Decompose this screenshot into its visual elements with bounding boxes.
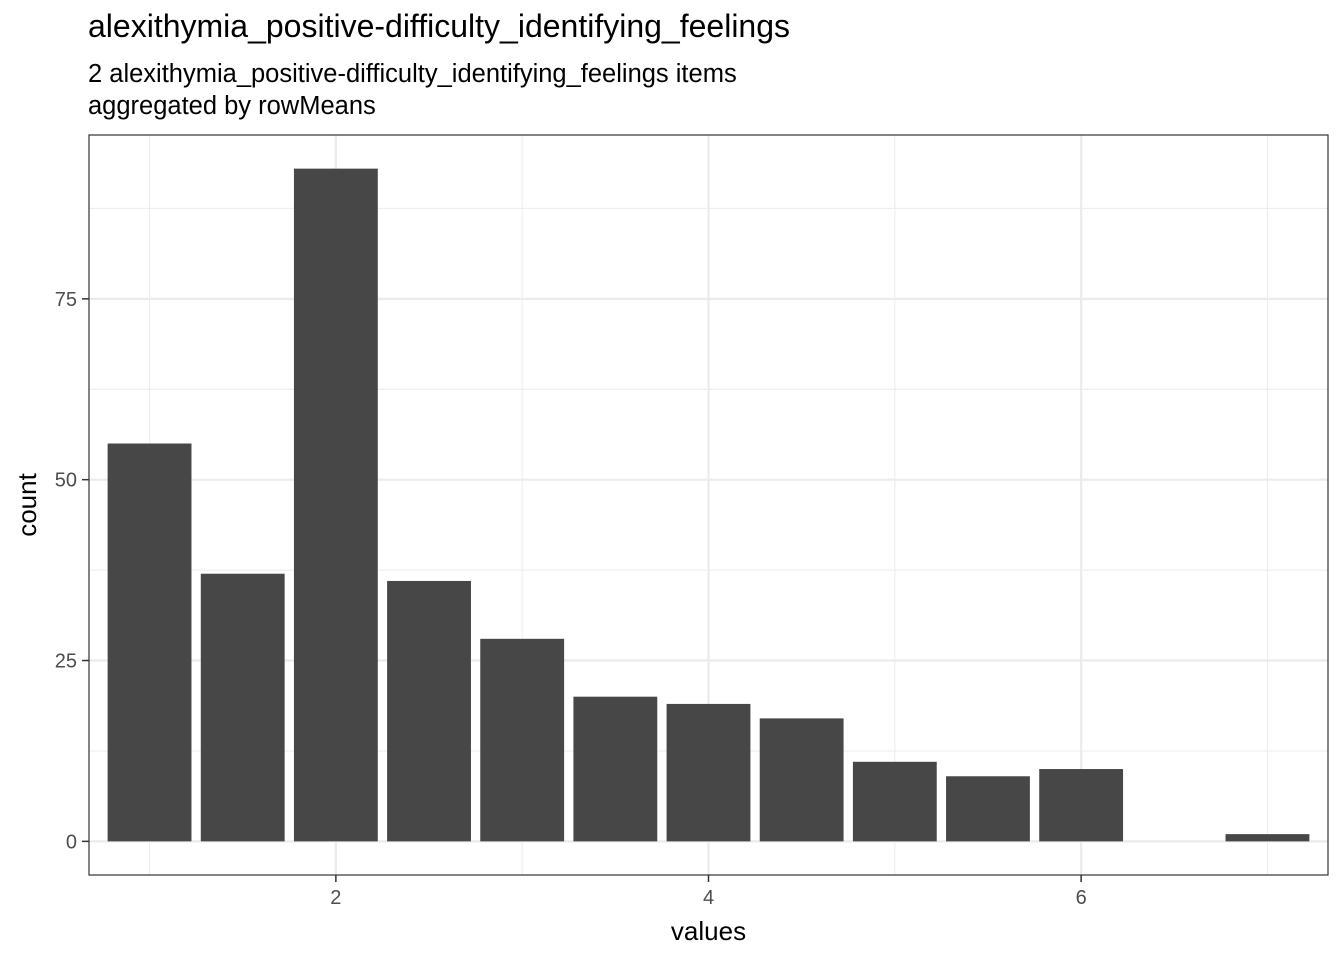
x-axis-title: values	[671, 916, 746, 946]
y-axis: 0 25 50 75	[55, 289, 89, 853]
bar	[666, 703, 751, 842]
bar	[293, 168, 378, 842]
y-tick-label: 75	[55, 289, 77, 311]
y-tick-label: 0	[66, 831, 77, 853]
x-tick-label: 2	[330, 887, 341, 909]
y-tick-label: 50	[55, 470, 77, 492]
bar	[759, 718, 844, 842]
subtitle-line-2: aggregated by rowMeans	[88, 92, 376, 120]
bar	[573, 696, 658, 842]
subtitle-line-1: 2 alexithymia_positive-difficulty_identi…	[88, 60, 737, 88]
bar	[387, 580, 471, 842]
bar	[107, 443, 192, 842]
x-axis: 2 4 6	[330, 875, 1087, 909]
chart-title: alexithymia_positive-difficulty_identify…	[88, 8, 791, 44]
bar	[852, 761, 937, 842]
bar	[200, 573, 285, 842]
x-tick-label: 6	[1076, 887, 1087, 909]
bar	[480, 638, 565, 842]
x-tick-label: 4	[703, 887, 714, 909]
y-axis-title: count	[12, 472, 42, 536]
bar	[1039, 769, 1124, 842]
bar	[946, 776, 1030, 842]
bars	[107, 168, 1310, 842]
chart-subtitle: 2 alexithymia_positive-difficulty_identi…	[88, 58, 737, 122]
bar	[1225, 834, 1310, 842]
y-tick-label: 25	[55, 651, 77, 673]
